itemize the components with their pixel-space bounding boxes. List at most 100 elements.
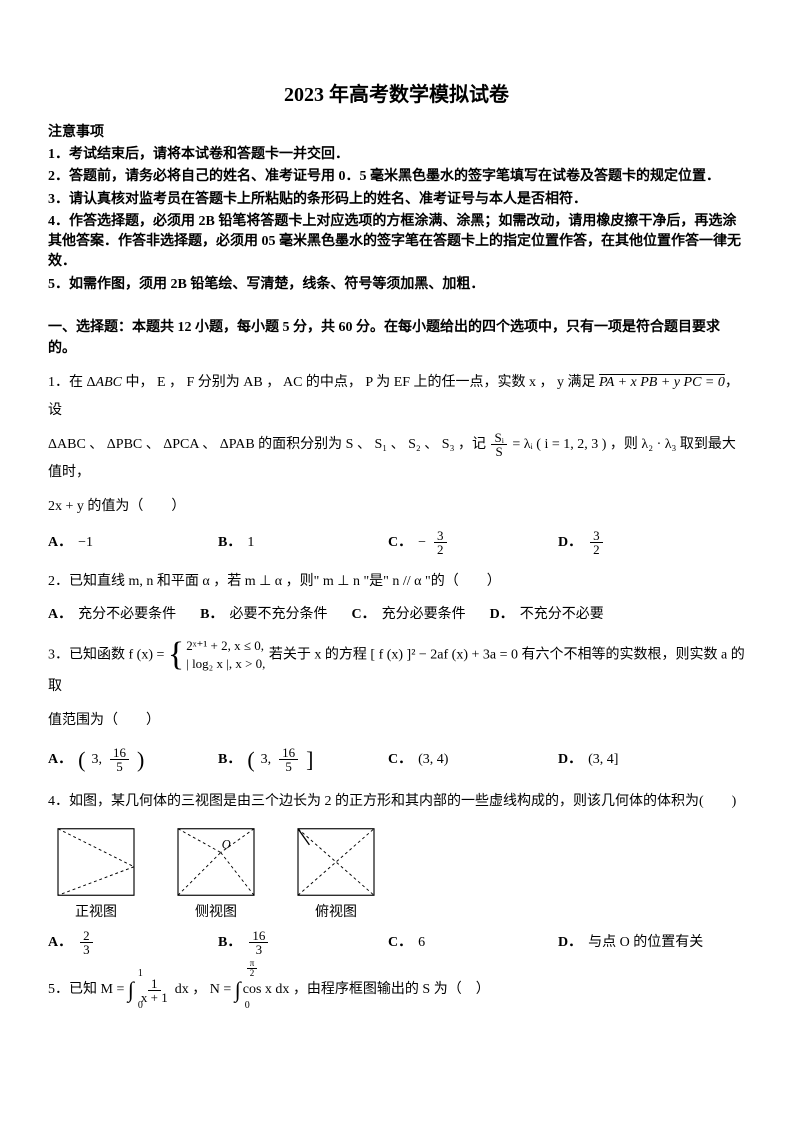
frac-den: 3 [253,943,266,956]
choice-label: B． [218,749,241,770]
bracket-right: ] [306,743,313,776]
frac-num: 2 [80,929,93,943]
q2-choice-c: C． 充分必要条件 [351,604,465,625]
notice-item-3: 3．请认真核对监考员在答题卡上所粘贴的条形码上的姓名、准考证号与本人是否相符． [48,190,745,210]
choice-value: 不充分不必要 [520,604,604,625]
interval-left: 3, [261,749,272,770]
q2-choices: A． 充分不必要条件 B． 必要不充分条件 C． 充分必要条件 D． 不充分不必要 [48,604,745,625]
q5-integral-m: ∫ 1 0 1x + 1 dx ， [128,968,206,1012]
choice-label: D． [558,932,582,953]
notice-item-2: 2．答题前，请务必将自己的姓名、准考证号用 0．5 毫米黑色墨水的签字笔填写在试… [48,167,745,187]
q1-choice-c: C．−32 [388,529,498,556]
frac-num: 16 [249,929,268,943]
q1-line3: 2x + y 的值为（ ） [48,493,745,521]
q1-choice-d: D．32 [558,529,668,556]
q5-text-b: N = [210,983,235,998]
frac-num: 3 [434,529,447,543]
choice-label: A． [48,604,72,625]
choice-label: C． [351,604,375,625]
front-view-label: 正视图 [75,902,117,923]
front-view: 正视图 [48,824,144,923]
q1-text-a: 1．在 Δ [48,375,96,390]
q1-choice-a: A．−1 [48,532,158,553]
paren-left: ( [78,743,85,776]
integral-sign-icon: ∫ π2 0 [235,968,241,1012]
q4-choices: A．23 B．163 C．6 D．与点 O 的位置有关 [48,929,745,956]
q3-piecewise: { 2ˣ⁺¹ + 2, x ≤ 0, | log₂ x |, x > 0, [168,637,266,673]
frac-num: 16 [110,746,129,760]
fraction: 32 [434,529,447,556]
neg-sign: − [418,532,426,553]
choice-label: D． [490,604,514,625]
fraction: 163 [249,929,268,956]
integrand: cos x dx [243,976,290,1004]
side-view-label: 侧视图 [195,902,237,923]
point-o-label: O [222,838,231,852]
q4-choice-a: A． 23 [48,929,158,956]
paren-left: ( [247,743,254,776]
choice-value: 1 [247,532,254,553]
q3-text-a: 3．已知函数 f (x) = [48,647,168,662]
q3-choice-d: D． (3, 4] [558,749,668,770]
fraction: 165 [279,746,298,773]
q1-vector-eqn: PA + x PB + y PC = 0 [599,375,725,390]
frac-den: 5 [113,760,126,773]
q1-frac-den: S [493,445,506,458]
front-view-svg [48,824,144,900]
q3-piece-2: | log₂ x |, x > 0, [186,655,265,673]
choice-label: A． [48,749,72,770]
int-upper-frac: π2 [245,958,260,978]
q1-abc: ABC [96,375,122,390]
choice-label: B． [218,532,241,553]
choice-value: 与点 O 的位置有关 [588,932,703,953]
q2-choice-a: A． 充分不必要条件 [48,604,176,625]
frac-den: 2 [247,969,258,978]
q4-choice-c: C．6 [388,932,498,953]
fraction: 23 [80,929,93,956]
page-title: 2023 年高考数学模拟试卷 [48,80,745,110]
notice-item-5: 5．如需作图，须用 2B 铅笔绘、写清楚，线条、符号等须加黑、加粗． [48,275,745,295]
q1-text-c: 中， E ， F 分别为 AB ， AC 的中点， P 为 EF 上的任一点，实… [122,375,599,390]
frac-num: 1 [148,977,161,991]
top-view-label: 俯视图 [315,902,357,923]
side-view: O 侧视图 [168,824,264,923]
question-5: 5．已知 M = ∫ 1 0 1x + 1 dx ， N = ∫ π2 0 co… [48,968,745,1012]
choice-value: (3, 4] [588,749,618,770]
q5-integral-n: ∫ π2 0 cos x dx [235,968,290,1012]
choice-label: D． [558,532,582,553]
q4-three-views: 正视图 O 侧视图 俯视图 [48,824,745,923]
choice-value: 必要不充分条件 [229,604,327,625]
int-upper: 1 [138,964,143,984]
choice-label: D． [558,749,582,770]
side-view-svg: O [168,824,264,900]
fraction: 165 [110,746,129,773]
notice-heading: 注意事项 [48,122,745,143]
interval-left: 3, [91,749,102,770]
q4-choice-d: D． 与点 O 的位置有关 [558,932,738,953]
q3-choices: A． (3,165) B． (3,165] C．(3, 4) D．(3, 4] [48,743,745,776]
paren-right: ) [137,743,144,776]
question-2: 2．已知直线 m, n 和平面 α ，若 m ⊥ α ，则" m ⊥ n "是"… [48,568,745,596]
frac-den: 2 [590,543,603,556]
q3-piece-1: 2ˣ⁺¹ + 2, x ≤ 0, [186,637,265,655]
q1-fraction-si-s: Sᵢ S [491,431,506,458]
choice-value: 6 [418,932,425,953]
choice-value: 充分必要条件 [382,604,466,625]
q5-text-c: ，由程序框图输出的 S 为（ ） [293,983,490,998]
frac-den: 3 [80,943,93,956]
section-1-heading: 一、选择题：本题共 12 小题，每小题 5 分，共 60 分。在每小题给出的四个… [48,317,745,359]
choice-label: C． [388,532,412,553]
choice-value: 充分不必要条件 [78,604,176,625]
integral-sign-icon: ∫ 1 0 [128,968,134,1012]
question-3: 3．已知函数 f (x) = { 2ˣ⁺¹ + 2, x ≤ 0, | log₂… [48,637,745,735]
q3-choice-b: B． (3, 165] [218,743,328,776]
q4-choice-b: B．163 [218,929,328,956]
q1-choices: A．−1 B．1 C．−32 D．32 [48,529,745,556]
frac-den: 2 [434,543,447,556]
int-lower: 0 [245,996,250,1016]
choice-label: B． [200,604,223,625]
choice-label: A． [48,932,72,953]
choice-value: −1 [78,532,93,553]
q2-choice-b: B． 必要不充分条件 [200,604,327,625]
question-1: 1．在 ΔABC 中， E ， F 分别为 AB ， AC 的中点， P 为 E… [48,369,745,521]
